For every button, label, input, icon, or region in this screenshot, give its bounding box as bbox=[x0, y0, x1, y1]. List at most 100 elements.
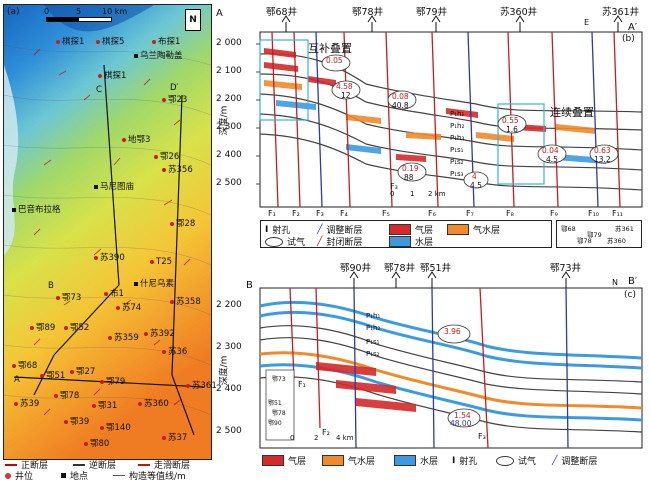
well-dot-icon bbox=[122, 137, 126, 142]
well-dot-icon bbox=[96, 39, 100, 44]
well-dot-icon bbox=[56, 39, 60, 44]
section-a-end: A′ bbox=[628, 22, 638, 33]
fault-f11: F₁₁ bbox=[612, 209, 624, 218]
scale-zero: 0 bbox=[44, 7, 50, 16]
well-dot-icon bbox=[154, 154, 158, 159]
fault-f7: F₇ bbox=[466, 209, 474, 218]
map-label: 苏390 bbox=[94, 251, 125, 263]
legend-contour: 构造等值线/m bbox=[129, 472, 186, 482]
map-label: 苏74 bbox=[116, 301, 141, 313]
legend-well: 井位 bbox=[15, 472, 34, 482]
well-dot-icon bbox=[170, 299, 174, 304]
section-a-panel: (b) bbox=[622, 34, 635, 44]
well-dot-icon bbox=[70, 369, 74, 374]
test-4-top: 0.55 bbox=[502, 116, 519, 125]
map-label: 苏36 bbox=[162, 345, 187, 357]
map-label-text: 棋探1 bbox=[104, 71, 127, 81]
map-label-text: 鄂31 bbox=[98, 401, 118, 411]
well-dot-icon bbox=[108, 335, 112, 340]
map-label-text: 棋探1 bbox=[62, 37, 85, 47]
layer-b-1: P₁h₁ bbox=[366, 312, 381, 320]
well-dot-icon bbox=[12, 363, 16, 368]
map-label-text: 鄂89 bbox=[36, 323, 56, 333]
section-a-well-4: 苏360井 bbox=[500, 7, 538, 18]
layer-6: P₁s₃ bbox=[450, 170, 464, 178]
test-b-2-top: 1.54 bbox=[454, 411, 471, 420]
section-b-ytick-3: 2 400 bbox=[216, 384, 242, 394]
map-label: 鄂27 bbox=[70, 365, 95, 377]
map-label-text: 苏390 bbox=[100, 253, 125, 263]
map-label-text: 苏361 bbox=[192, 381, 217, 391]
fault-f1: F₁ bbox=[268, 209, 276, 218]
section-a: A A′ (b) E 鄂68井 鄂78井 鄂79井 苏360井 苏361井 2 … bbox=[216, 4, 646, 248]
map-label: 巴音布拉格 bbox=[12, 203, 61, 215]
inset-b-well-1: 鄂73 bbox=[272, 376, 286, 383]
fault-b-f1: F₁ bbox=[298, 380, 306, 389]
section-b-well-4: 鄂73井 bbox=[550, 263, 582, 274]
map-label: 苏356 bbox=[162, 163, 193, 175]
section-b-ytick-2: 2 300 bbox=[216, 342, 242, 352]
inset-b-well-3: 鄂78 bbox=[272, 410, 286, 417]
place-square-icon bbox=[134, 53, 138, 58]
well-dot-icon bbox=[162, 435, 166, 440]
map-label: 鄂26 bbox=[154, 150, 179, 162]
well-dot-icon bbox=[150, 259, 154, 264]
place-square-icon bbox=[134, 281, 138, 286]
layer-1: P₁h₁ bbox=[450, 110, 465, 118]
map-label-text: A bbox=[14, 375, 20, 385]
map-label: 棋探1 bbox=[98, 69, 126, 81]
section-a-scale-mid: 1 bbox=[410, 190, 415, 198]
section-b-start: B bbox=[246, 280, 253, 291]
section-b-end: B′ bbox=[628, 276, 638, 287]
legend-b-adjust: 调整断层 bbox=[561, 457, 598, 467]
map-label: D′ bbox=[170, 83, 178, 93]
map-label-text: 鄂68 bbox=[18, 361, 38, 371]
map-label-text: 苏359 bbox=[114, 333, 139, 343]
test-7-top: 0.63 bbox=[594, 146, 611, 155]
map-label: 苏358 bbox=[170, 295, 201, 307]
map-label-text: 鄂23 bbox=[168, 95, 188, 105]
test-5-top: 0.19 bbox=[402, 164, 419, 173]
section-b: B B′ N (c) 鄂90井 鄂78井 鄂51井 鄂73井 2 200 2 3… bbox=[216, 258, 646, 476]
map-label-text: 鄂140 bbox=[106, 423, 131, 433]
map-label-text: 苏36 bbox=[168, 347, 188, 357]
legend-b-water: 水层 bbox=[420, 457, 439, 467]
legend-normal-fault: 正断层 bbox=[21, 461, 49, 471]
section-a-well-3: 鄂79井 bbox=[416, 7, 448, 18]
map-label-text: 鄂73 bbox=[62, 293, 82, 303]
inset-a-well-1: 鄂68 bbox=[561, 225, 576, 233]
section-b-scale-end: 4 km bbox=[336, 434, 354, 442]
test-6-bottom: 4.5 bbox=[546, 155, 558, 164]
map-label: 棋探5 bbox=[96, 35, 124, 47]
legend-reverse-fault: 逆断层 bbox=[89, 461, 117, 471]
well-dot-icon bbox=[64, 419, 68, 424]
fault-f9: F₉ bbox=[550, 209, 558, 218]
layer-2: P₁h₂ bbox=[450, 122, 465, 130]
inset-a-well-5: 苏360 bbox=[607, 237, 626, 245]
map-label: 鄂31 bbox=[92, 399, 117, 411]
section-a-start: A bbox=[216, 8, 223, 19]
inset-b-well-2: 鄂51 bbox=[268, 400, 282, 407]
test-3-top: 0.08 bbox=[392, 92, 409, 101]
section-a-ytick-3: 2 200 bbox=[216, 94, 242, 104]
section-a-ytick-6: 2 500 bbox=[216, 178, 242, 188]
fault-f3: F₃ bbox=[316, 209, 324, 218]
section-b-well-3: 鄂51井 bbox=[420, 263, 452, 274]
map-label-text: 苏37 bbox=[168, 433, 188, 443]
map-label: 苏39 bbox=[14, 397, 39, 409]
north-arrow-icon: N bbox=[185, 9, 201, 31]
section-a-well-5: 苏361井 bbox=[602, 7, 640, 18]
map-label: 乌兰陶勒盖 bbox=[134, 49, 183, 61]
test-6-top: 0.04 bbox=[542, 146, 559, 155]
well-dot-icon bbox=[64, 325, 68, 330]
map-label: 鄂51 bbox=[40, 369, 65, 381]
section-b-well-2: 鄂78井 bbox=[384, 263, 416, 274]
map-label-text: 苏358 bbox=[176, 297, 201, 307]
section-a-scale-end: 2 km bbox=[428, 190, 446, 198]
test-4-bottom: 1.6 bbox=[506, 125, 518, 134]
section-a-canvas bbox=[256, 15, 643, 208]
scale-bar bbox=[46, 17, 112, 22]
section-a-well-1: 鄂68井 bbox=[266, 7, 298, 18]
well-dot-icon bbox=[162, 167, 166, 172]
section-a-ytick-1: 2 000 bbox=[216, 38, 242, 48]
